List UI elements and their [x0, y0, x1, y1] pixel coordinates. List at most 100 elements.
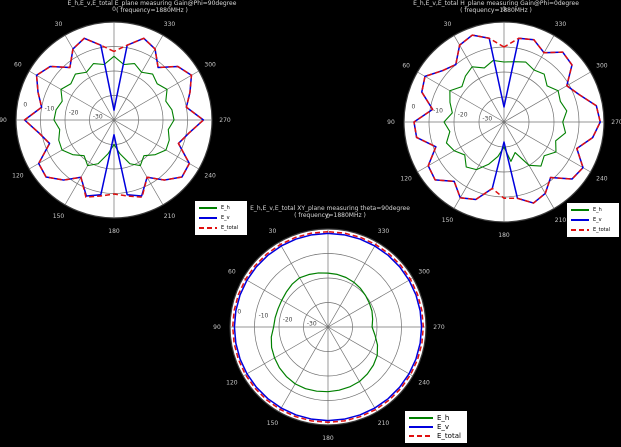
legend-line-sample-e_total: [199, 227, 217, 229]
legend-line-sample-e_h: [199, 207, 217, 209]
angle-label: 150: [442, 217, 454, 224]
plot-title-line1: E_h,E_v,E_total XY_plane measuring theta…: [250, 205, 410, 212]
radial-tick-label: 0: [237, 309, 241, 316]
series-E_total: [23, 37, 205, 198]
polar-grid-spoke: [113, 70, 200, 121]
legend-line-sample-e_total: [571, 229, 589, 231]
angle-label: 210: [555, 217, 567, 224]
polar-chart-xy-plane: 0 30 60 90 120 150 180 210 240 270 300 330 0 -10 -20 -3…: [213, 213, 445, 442]
angle-label: 90: [213, 324, 221, 331]
angle-label: 0: [502, 6, 506, 13]
angle-label: 30: [55, 21, 63, 28]
angle-label: 180: [108, 228, 120, 235]
polar-grid-spoke: [327, 277, 414, 328]
angle-label: 240: [204, 173, 216, 180]
legend-label-e_total: E_total: [221, 225, 239, 231]
polar-grid-spoke: [417, 71, 505, 123]
legend-row: E_h: [571, 207, 615, 213]
polar-grid-spoke: [503, 121, 591, 173]
plot-title: E_h,E_v,E_total E_plane measuring Gain@P…: [68, 0, 237, 14]
radial-tick-label: -10: [45, 106, 55, 113]
angle-label: 270: [611, 119, 621, 126]
angle-label: 330: [378, 228, 390, 235]
plot-title-line2: ( frequency=1880MHz ): [116, 7, 188, 14]
radial-tick-label: -10: [433, 107, 443, 114]
legend-label-e_total: E_total: [593, 227, 611, 233]
legend-label-e_h: E_h: [593, 207, 602, 213]
polar-grid-spoke: [278, 326, 329, 413]
legend-label-e_v: E_v: [593, 217, 602, 223]
angle-label: 330: [164, 21, 176, 28]
legend-row: E_v: [409, 423, 463, 431]
radial-tick-label: -30: [307, 320, 317, 327]
angle-label: 60: [402, 63, 410, 70]
radial-tick-label: -20: [458, 111, 468, 118]
angle-label: 90: [387, 119, 395, 126]
angle-label: 330: [555, 21, 567, 28]
legend-line-sample-e_v: [571, 219, 589, 221]
series-E_h: [443, 59, 568, 171]
polar-grid-spoke: [453, 121, 505, 209]
legend-row: E_h: [409, 414, 463, 422]
polar-grid-spoke: [28, 70, 115, 121]
polar-plot-xy-plane: 0 30 60 90 120 150 180 210 240 270 300 330 0 -10 -20 -3…: [210, 205, 468, 447]
polar-grid-spoke: [503, 35, 555, 123]
polar-grid-spoke: [113, 119, 200, 170]
angle-label: 60: [14, 62, 22, 69]
angle-label: 300: [596, 63, 608, 70]
angle-label: 150: [53, 213, 65, 220]
series-E_total: [413, 34, 601, 204]
polar-plot-e-plane: 0 30 60 90 120 150 180 210 240 270 300 330 0 -10 -20 -3…: [0, 0, 280, 245]
plot-title-line1: E_h,E_v,E_total H_plane measuring Gain@P…: [413, 0, 579, 7]
polar-grid-spoke: [64, 119, 115, 206]
angle-label: 240: [418, 380, 430, 387]
polar-grid-spoke: [242, 326, 329, 377]
polar-grid-spoke: [503, 71, 591, 123]
polar-grid-spoke: [113, 119, 164, 206]
radial-tick-label: 0: [411, 103, 415, 110]
angle-label: 0: [326, 213, 330, 220]
legend-box: E_h E_v E_total: [194, 200, 248, 236]
angle-label: 210: [378, 420, 390, 427]
series-E_h: [270, 272, 379, 393]
plot-title: E_h,E_v,E_total XY_plane measuring theta…: [250, 205, 410, 219]
polar-grid-spoke: [327, 326, 378, 413]
angle-label: 120: [400, 176, 412, 183]
polar-grid-spoke: [242, 277, 329, 328]
radial-tick-label: -20: [283, 317, 293, 324]
angle-label: 30: [269, 228, 277, 235]
legend-row: E_total: [571, 227, 615, 233]
polar-chart-e-plane: 0 30 60 90 120 150 180 210 240 270 300 330 0 -10 -20 -3…: [0, 6, 231, 235]
radial-tick-label: -30: [482, 115, 492, 122]
legend-box: E_h E_v E_total: [566, 202, 620, 238]
legend-label-e_v: E_v: [221, 215, 230, 221]
angle-label: 0: [112, 6, 116, 13]
radial-tick-label: -10: [259, 313, 269, 320]
polar-grid-spoke: [327, 241, 378, 328]
angle-label: 210: [164, 213, 176, 220]
legend-label-e_v: E_v: [437, 422, 450, 431]
legend-row: E_total: [199, 225, 243, 231]
angle-label: 240: [596, 176, 608, 183]
series-E_total: [231, 230, 425, 424]
angle-label: 30: [444, 21, 452, 28]
polar-chart-h-plane: 0 30 60 90 120 150 180 210 240 270 300 330 0 -10 -20 -3…: [387, 6, 621, 239]
plot-title-line2: ( frequency=1880MHz ): [294, 212, 366, 219]
angle-label: 180: [498, 232, 510, 239]
radial-tick-label: -30: [93, 113, 103, 120]
polar-grid-spoke: [417, 121, 505, 173]
legend-row: E_h: [199, 205, 243, 211]
legend-line-sample-e_total: [409, 435, 433, 438]
legend-line-sample-e_h: [571, 209, 589, 211]
plot-title: E_h,E_v,E_total H_plane measuring Gain@P…: [413, 0, 579, 14]
radial-tick-label: -20: [69, 110, 79, 117]
legend-row: E_v: [199, 215, 243, 221]
legend-line-sample-e_h: [409, 416, 433, 419]
legend-box: E_h E_v E_total: [404, 410, 468, 444]
legend-line-sample-e_v: [409, 425, 433, 428]
angle-label: 120: [12, 173, 24, 180]
legend-row: E_v: [571, 217, 615, 223]
series-E_v: [233, 232, 423, 422]
polar-grid-spoke: [327, 326, 414, 377]
radial-tick-label: 0: [23, 102, 27, 109]
